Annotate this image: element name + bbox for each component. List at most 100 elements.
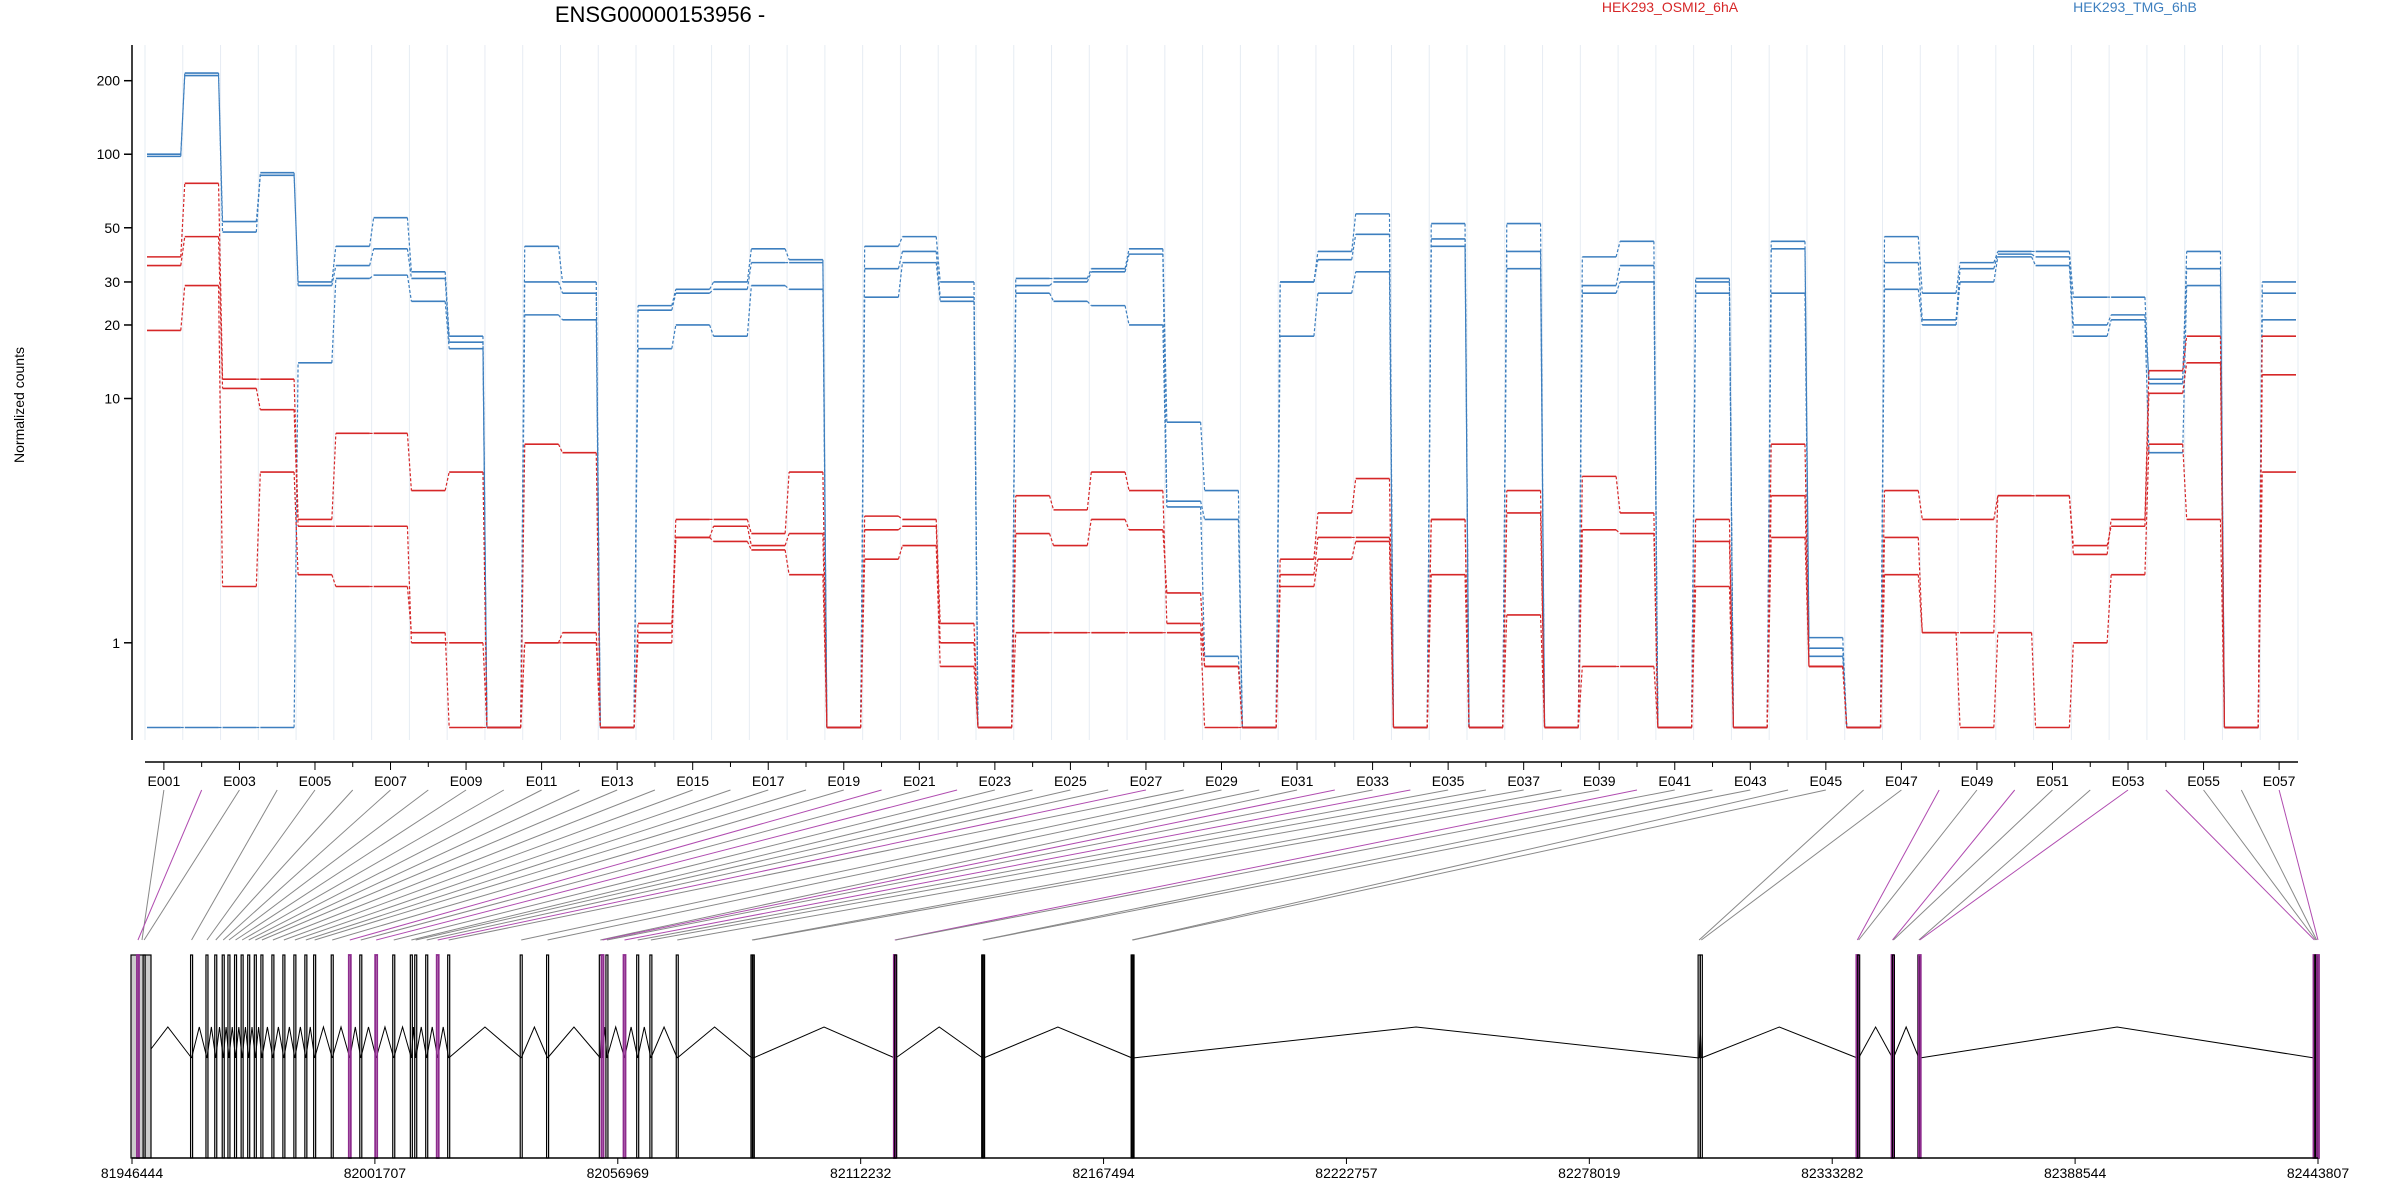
exon-tick-label: E011 — [526, 773, 558, 789]
exon-connector — [411, 789, 1033, 941]
exon-axis: E001 E003 E005 E007 E009 E011 E013 E015 E017 E019… — [145, 761, 2298, 789]
exon-connector — [255, 789, 580, 941]
exon-connector — [1893, 789, 2053, 941]
genomic-tick-label: 82222757 — [1315, 1165, 1378, 1181]
vertical-gridlines — [144, 45, 2299, 740]
y-tick-label: 200 — [97, 73, 121, 89]
intron-line — [1892, 1025, 1920, 1059]
genomic-tick-label: 82112232 — [830, 1165, 891, 1181]
exon-connector — [894, 789, 1638, 941]
exon-connector — [228, 789, 429, 941]
genomic-tick-label: 82333282 — [1801, 1165, 1864, 1181]
intron-line — [1132, 1026, 1700, 1059]
exon-connector — [1892, 789, 2016, 941]
intron-line — [637, 1026, 652, 1059]
exon-tick-label: E019 — [827, 773, 860, 789]
exon-tick-label: E041 — [1658, 773, 1691, 789]
exon-tick-label: E033 — [1356, 773, 1389, 789]
legend-label-tmg: HEK293_TMG_6hB — [2073, 0, 2197, 15]
genomic-tick-label: 82443807 — [2287, 1165, 2350, 1181]
exon-tick-label: E049 — [1961, 773, 1994, 789]
intron-line — [272, 1026, 285, 1059]
exon-connector — [137, 789, 203, 941]
series-transition-line — [180, 285, 2263, 729]
exon-connector — [305, 789, 769, 941]
exon-connector — [1132, 789, 1789, 941]
genomic-tick-label: 82388544 — [2044, 1165, 2107, 1181]
intron-line — [1701, 1026, 1858, 1059]
intron-line — [547, 1026, 601, 1059]
exon-connector — [606, 789, 1373, 941]
intron-line — [191, 1026, 208, 1059]
exon-tick-label: E039 — [1583, 773, 1616, 789]
exon-tick-label: E025 — [1054, 773, 1087, 789]
exon-connector — [294, 789, 731, 941]
exon-tick-label: E031 — [1281, 773, 1314, 789]
exon-connector — [895, 789, 1675, 941]
exon-connector — [1698, 789, 1864, 941]
series-tmg-0 — [147, 74, 2296, 729]
exon-connector — [637, 789, 1449, 941]
intron-line — [294, 1026, 307, 1059]
intron-line — [895, 1026, 984, 1059]
exon-box — [519, 954, 523, 1159]
exon-connector — [241, 789, 505, 941]
genomic-tick-label: 82056969 — [587, 1165, 650, 1181]
exon-connector — [248, 789, 542, 941]
exon-connector — [1856, 789, 1940, 941]
intron-line — [283, 1026, 296, 1059]
exon-connector — [983, 789, 1751, 941]
exon-connector — [448, 789, 1184, 941]
exon-connector — [1701, 789, 1902, 941]
series-transition-line — [180, 236, 2263, 728]
intron-line — [983, 1026, 1133, 1059]
y-tick-label: 20 — [104, 317, 120, 333]
genomic-axis: 81946444 82001707 82056969 82112232 82167494… — [101, 1157, 2350, 1181]
exon-tick-label: E015 — [676, 773, 709, 789]
exon-tick-label: E053 — [2112, 773, 2145, 789]
exon-connector — [2240, 789, 2318, 941]
series-layer — [147, 72, 2296, 729]
legend-label-osmi: HEK293_OSMI2_6hA — [1602, 0, 1739, 15]
intron-line — [520, 1025, 549, 1059]
exon-connector — [547, 789, 1260, 941]
exon-connector — [191, 789, 278, 941]
exon-connector — [215, 789, 354, 941]
exon-tick-label: E009 — [450, 773, 483, 789]
exon-connector — [1919, 789, 2129, 941]
exon-tick-label: E007 — [374, 773, 407, 789]
genomic-tick-label: 81946444 — [101, 1165, 164, 1181]
exon-tick-label: E057 — [2263, 773, 2296, 789]
exon-tick-label: E017 — [752, 773, 785, 789]
series-transition-line — [180, 183, 2263, 728]
intron-line — [624, 1026, 639, 1059]
exon-connector — [349, 789, 882, 941]
intron-line — [606, 1025, 625, 1059]
exon-tick-label: E043 — [1734, 773, 1767, 789]
intron-line — [360, 1026, 377, 1059]
exon-connector — [393, 789, 995, 941]
exon-tick-label: E047 — [1885, 773, 1918, 789]
exon-connector — [360, 789, 920, 941]
exon-connector — [376, 789, 958, 941]
exon-box — [675, 954, 679, 1159]
intron-line — [331, 1025, 351, 1059]
genomic-tick-label: 82167494 — [1072, 1165, 1135, 1181]
exon-tick-label: E035 — [1432, 773, 1465, 789]
intron-line — [261, 1026, 274, 1059]
exon-connector — [1858, 789, 1978, 941]
series-osmi2-3 — [147, 182, 2296, 729]
exon-tick-label: E021 — [903, 773, 936, 789]
exon-connector — [332, 789, 844, 941]
exon-tick-label: E027 — [1130, 773, 1163, 789]
exon-connector — [283, 789, 693, 941]
exon-box — [545, 954, 550, 1159]
exon-tick-label: E051 — [2036, 773, 2069, 789]
exon-tick-label: E037 — [1507, 773, 1540, 789]
exon-connector — [272, 789, 656, 941]
genomic-tick-label: 82278019 — [1558, 1165, 1621, 1181]
series-osmi2-5 — [147, 284, 2296, 729]
intron-line — [143, 1026, 192, 1059]
series-transition-line — [180, 72, 2263, 728]
